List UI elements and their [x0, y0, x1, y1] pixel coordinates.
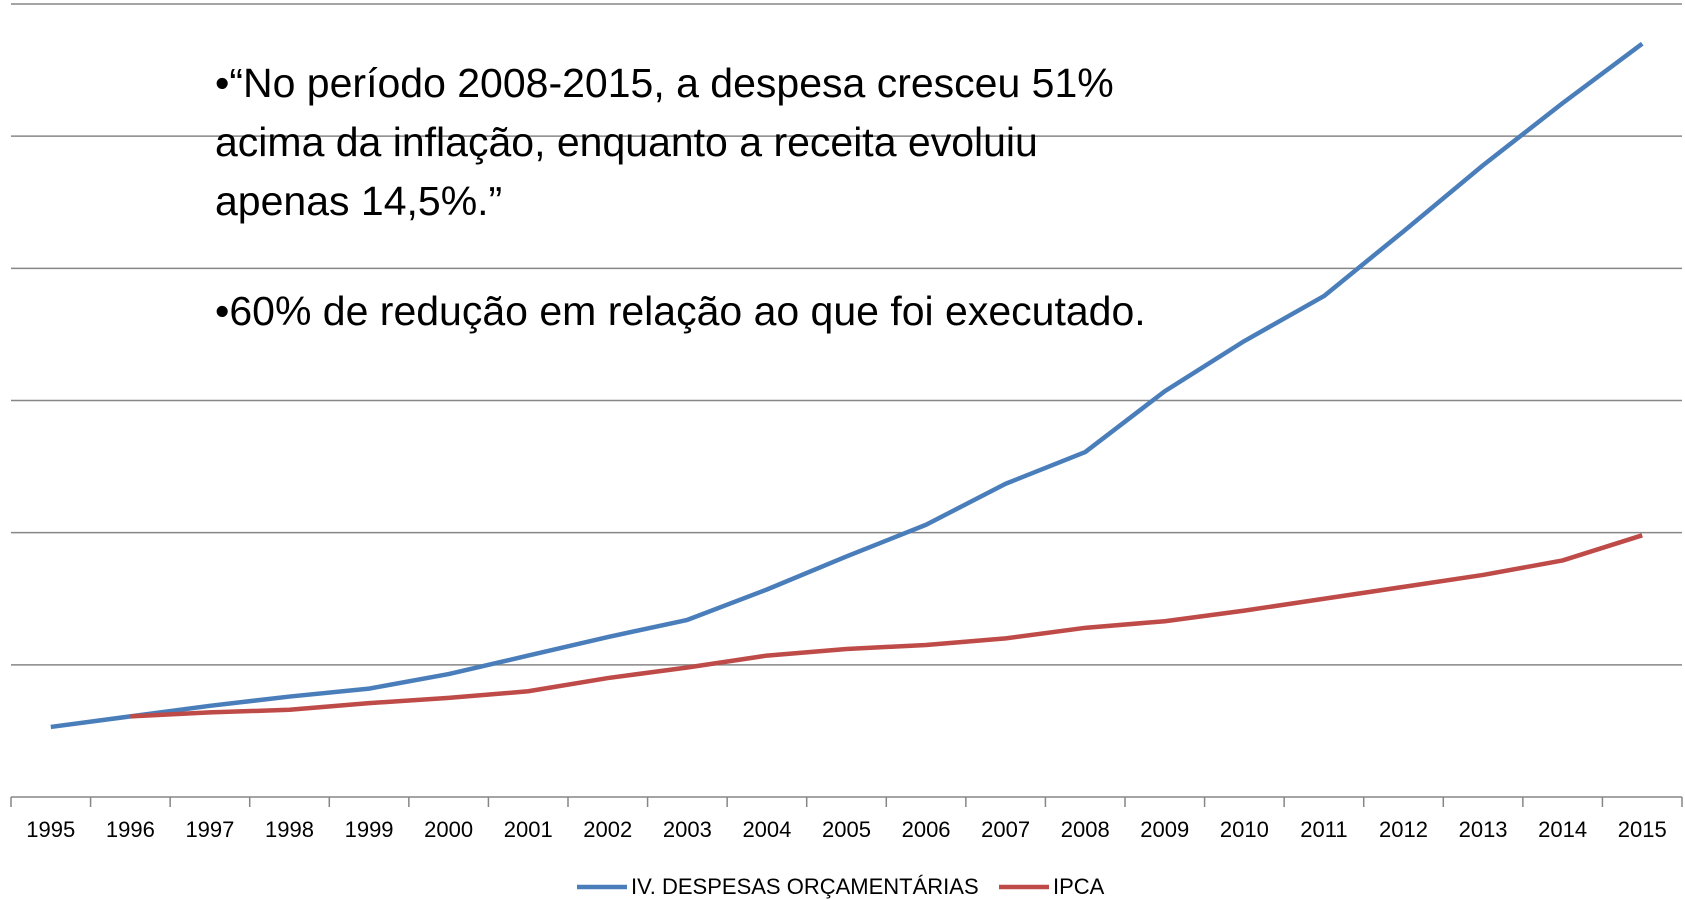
annotation: acima da inflação, enquanto a receita ev…: [215, 119, 1038, 165]
x-tick-label: 1999: [345, 817, 394, 842]
x-tick-label: 2013: [1459, 817, 1508, 842]
legend-label: IPCA: [1053, 874, 1105, 899]
x-tick-label: 1996: [106, 817, 155, 842]
x-tick-label: 2000: [424, 817, 473, 842]
annotation: •60% de redução em relação ao que foi ex…: [215, 288, 1146, 334]
legend-label: IV. DESPESAS ORÇAMENTÁRIAS: [631, 874, 979, 899]
series-line: [130, 533, 1643, 719]
annotation: apenas 14,5%.”: [215, 178, 502, 224]
x-tick-label: 2012: [1379, 817, 1428, 842]
x-tick-label: 2009: [1140, 817, 1189, 842]
x-tick-label: 1997: [185, 817, 234, 842]
x-tick-label: 2001: [504, 817, 553, 842]
x-tick-label: 2002: [583, 817, 632, 842]
x-tick-label: 2010: [1220, 817, 1269, 842]
x-tick-label: 2011: [1300, 817, 1347, 842]
x-tick-label: 2014: [1538, 817, 1587, 842]
series-line: [50, 41, 1644, 730]
x-tick-label: 2007: [981, 817, 1030, 842]
x-tick-label: 1995: [26, 817, 75, 842]
x-tick-label: 2015: [1618, 817, 1667, 842]
x-tick-label: 2004: [742, 817, 791, 842]
x-tick-label: 2005: [822, 817, 871, 842]
annotation: •“No período 2008-2015, a despesa cresce…: [215, 60, 1114, 106]
x-tick-label: 2003: [663, 817, 712, 842]
x-tick-label: 2006: [902, 817, 951, 842]
x-tick-label: 2008: [1061, 817, 1110, 842]
x-tick-label: 1998: [265, 817, 314, 842]
